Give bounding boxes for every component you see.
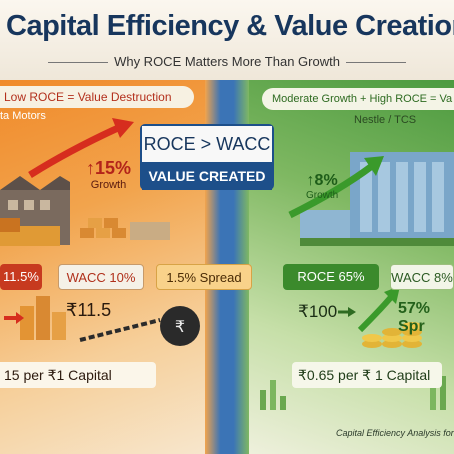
- spread-chip: 1.5% Spread: [156, 264, 252, 290]
- right-growth-pct: 8%: [314, 172, 338, 189]
- roce-wacc-box: ROCE > WACC VALUE CREATED: [140, 124, 274, 190]
- formula-text: ROCE > WACC: [142, 126, 272, 162]
- left-wacc-chip: WACC 10%: [58, 264, 144, 290]
- left-growth-pct: 15%: [95, 158, 132, 178]
- right-wacc-chip: WACC 8%: [390, 264, 454, 290]
- left-growth-callout: ↑15% Growth: [86, 158, 131, 191]
- up-arrow-icon: ↑: [86, 158, 95, 178]
- right-growth-callout: ↑8% Growth: [306, 172, 338, 201]
- left-value: ₹11.5: [66, 300, 112, 320]
- left-footer: 15 per ₹1 Capital: [0, 362, 156, 388]
- up-arrow-icon: ↑: [306, 172, 315, 189]
- right-growth-label: Growth: [306, 190, 339, 201]
- right-banner: Moderate Growth + High ROCE = Va: [262, 88, 454, 110]
- left-roce-chip: 11.5%: [0, 264, 42, 290]
- page-title: Capital Efficiency & Value Creation: [6, 10, 454, 42]
- caption: Capital Efficiency Analysis for I: [336, 428, 454, 438]
- result-text: VALUE CREATED: [142, 162, 272, 190]
- right-company: Nestle / TCS: [354, 114, 417, 126]
- left-banner: Low ROCE = Value Destruction: [0, 86, 194, 108]
- left-growth-label: Growth: [90, 179, 127, 191]
- right-footer: ₹0.65 per ₹ 1 Capital: [292, 362, 442, 388]
- right-value: ₹100: [298, 302, 338, 321]
- left-company: ta Motors: [0, 110, 46, 122]
- right-spread-pct: 57% Spr: [398, 300, 431, 335]
- right-roce-chip: ROCE 65%: [283, 264, 379, 290]
- page-subtitle: Why ROCE Matters More Than Growth: [0, 54, 454, 69]
